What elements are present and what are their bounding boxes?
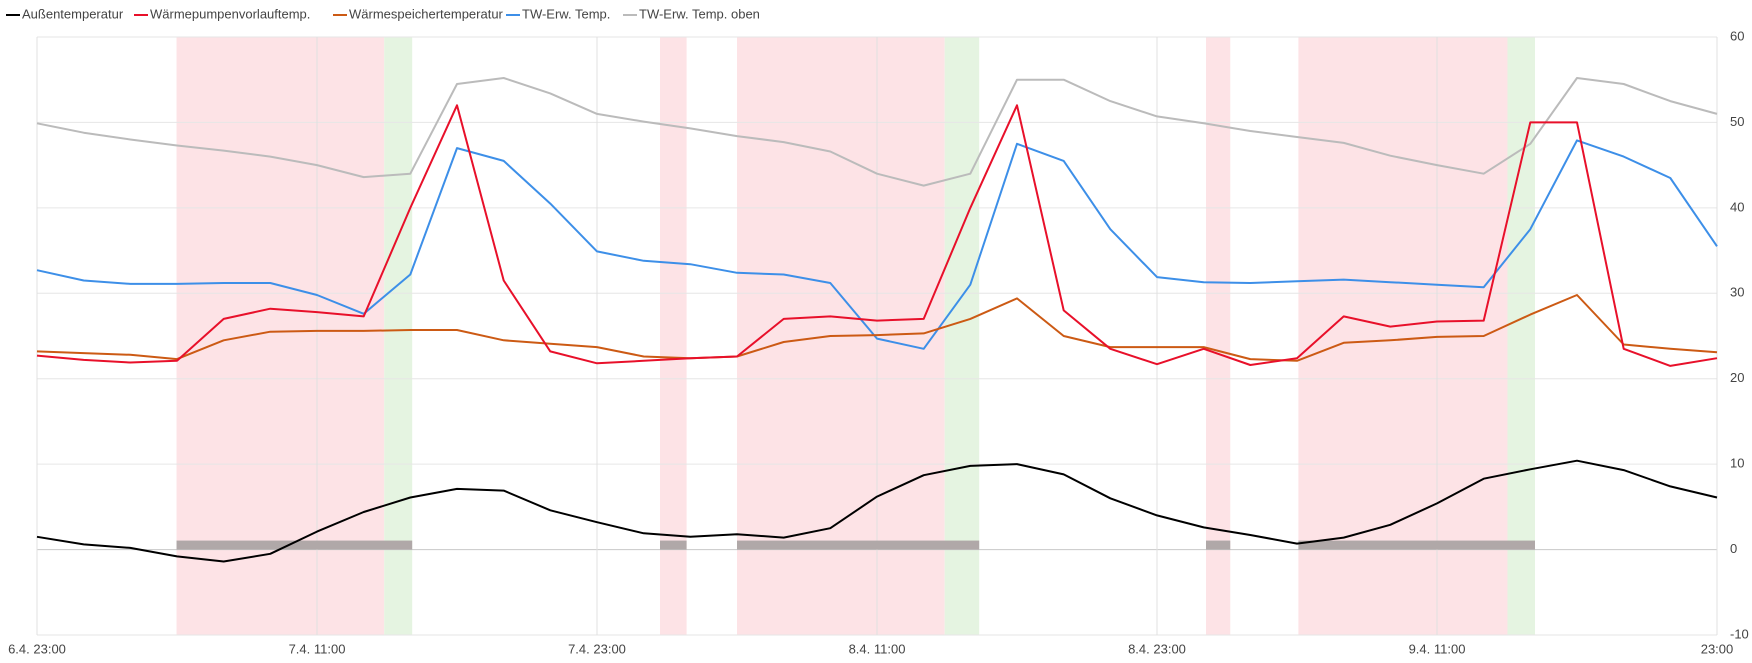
x-tick-label: 8.4. 11:00 xyxy=(849,641,906,656)
status-bar xyxy=(660,540,687,550)
status-bar xyxy=(1298,540,1535,550)
x-tick-label: 23:00 xyxy=(1701,641,1734,656)
status-bar xyxy=(176,540,413,550)
series-line xyxy=(36,294,1718,362)
y-tick-label: 50 xyxy=(1730,114,1744,129)
y-tick-label: 40 xyxy=(1730,199,1744,214)
legend-label: TW-Erw. Temp. oben xyxy=(639,6,760,21)
x-tick-label: 7.4. 11:00 xyxy=(289,641,346,656)
x-tick-label: 8.4. 23:00 xyxy=(1128,641,1186,656)
y-tick-label: 30 xyxy=(1730,285,1744,300)
series-line xyxy=(36,104,1718,367)
legend-label: Wärmespeichertemperatur xyxy=(349,6,504,21)
y-tick-label: 0 xyxy=(1730,541,1737,556)
legend-item: TW-Erw. Temp. xyxy=(506,6,610,21)
series-line xyxy=(36,77,1718,187)
y-tick-label: 20 xyxy=(1730,370,1744,385)
background-band xyxy=(1507,37,1535,635)
legend-label: TW-Erw. Temp. xyxy=(522,6,610,21)
background-band xyxy=(1206,37,1231,635)
background-band xyxy=(944,37,980,635)
legend-item: TW-Erw. Temp. oben xyxy=(623,6,760,21)
legend-item: Wärmepumpenvorlauftemp. xyxy=(134,6,310,21)
series-line xyxy=(36,139,1718,350)
background-band xyxy=(176,37,385,635)
y-tick-label: 10 xyxy=(1730,456,1744,471)
legend-label: Außentemperatur xyxy=(22,6,124,21)
status-bar xyxy=(737,540,980,550)
x-tick-label: 7.4. 23:00 xyxy=(568,641,626,656)
x-tick-label: 6.4. 23:00 xyxy=(8,641,66,656)
status-bar xyxy=(1206,540,1231,550)
x-tick-label: 9.4. 11:00 xyxy=(1409,641,1466,656)
background-band xyxy=(384,37,413,635)
y-tick-label: -10 xyxy=(1730,626,1749,641)
legend-item: Außentemperatur xyxy=(6,6,124,21)
series-line xyxy=(36,459,1718,563)
legend-label: Wärmepumpenvorlauftemp. xyxy=(150,6,310,21)
y-tick-label: 60 xyxy=(1730,28,1744,43)
legend-item: Wärmespeichertemperatur xyxy=(333,6,504,21)
